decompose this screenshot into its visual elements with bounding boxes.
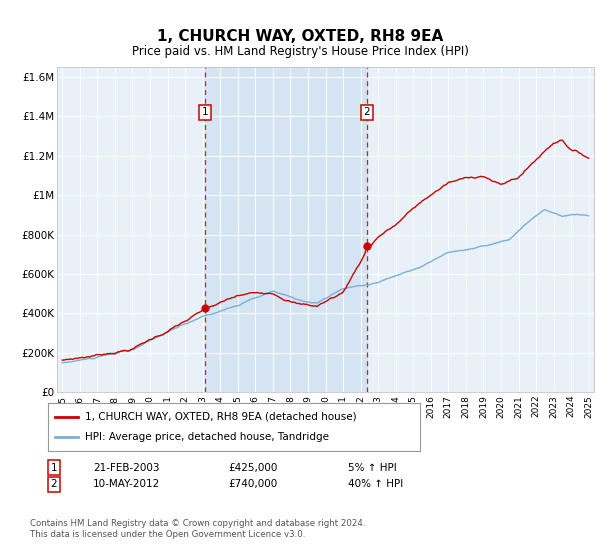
Text: HPI: Average price, detached house, Tandridge: HPI: Average price, detached house, Tand… [85,432,329,442]
Text: Price paid vs. HM Land Registry's House Price Index (HPI): Price paid vs. HM Land Registry's House … [131,45,469,58]
Text: 1: 1 [50,463,58,473]
Text: 21-FEB-2003: 21-FEB-2003 [93,463,160,473]
Text: £425,000: £425,000 [228,463,277,473]
Text: 40% ↑ HPI: 40% ↑ HPI [348,479,403,489]
Text: 1, CHURCH WAY, OXTED, RH8 9EA: 1, CHURCH WAY, OXTED, RH8 9EA [157,29,443,44]
Text: 1: 1 [202,108,208,118]
Point [200,304,209,313]
Bar [205,67,367,392]
Text: 1, CHURCH WAY, OXTED, RH8 9EA (detached house): 1, CHURCH WAY, OXTED, RH8 9EA (detached … [85,412,357,422]
Point [362,242,372,251]
Text: 2: 2 [364,108,370,118]
Text: £740,000: £740,000 [228,479,277,489]
Text: 5% ↑ HPI: 5% ↑ HPI [348,463,397,473]
Text: 2: 2 [50,479,58,489]
Text: 10-MAY-2012: 10-MAY-2012 [93,479,160,489]
Text: Contains HM Land Registry data © Crown copyright and database right 2024.
This d: Contains HM Land Registry data © Crown c… [30,520,365,539]
